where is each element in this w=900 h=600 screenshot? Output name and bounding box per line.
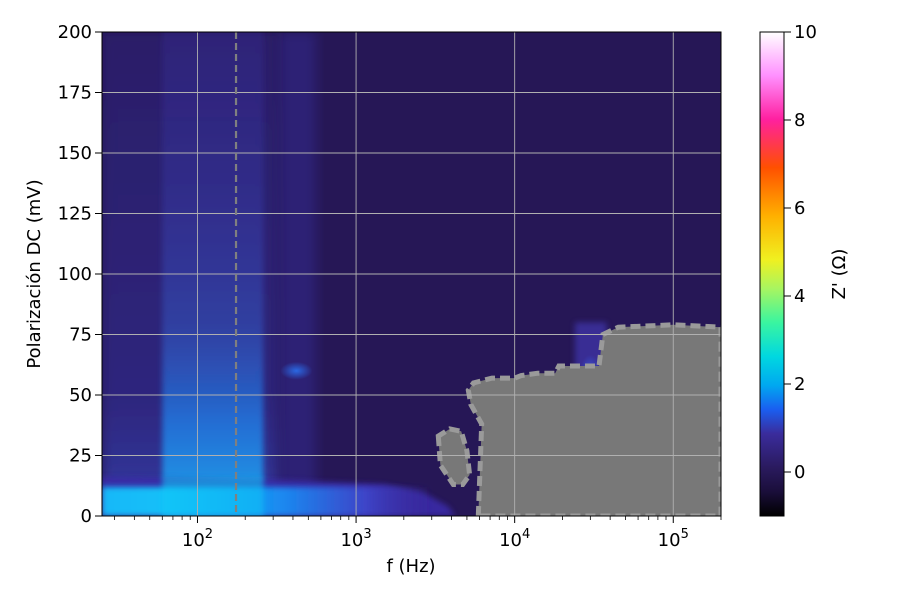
y-tick-label: 0 [81,506,92,527]
y-tick-label: 25 [69,446,92,467]
x-tick-label: 105 [658,527,689,551]
masked-island [435,426,473,487]
grid-lines [102,32,721,516]
heatmap-spot-420hz [280,361,313,380]
colorbar: 0 2 4 6 8 10 Z' (Ω) [759,22,850,517]
colorbar-tick-label: 2 [794,374,805,395]
colorbar-ticks: 0 2 4 6 8 10 [784,22,817,483]
masked-region [465,322,721,516]
colorbar-tick-label: 8 [794,110,805,131]
colorbar-tick-label: 4 [794,286,805,307]
y-axis: 0 25 50 75 100 125 150 175 200 [58,22,102,527]
y-tick-label: 125 [58,204,92,225]
x-tick-label: 102 [182,527,213,551]
colorbar-tick-label: 0 [794,462,805,483]
x-tick-label: 104 [499,527,530,551]
heatmap-low-band [102,486,432,516]
y-tick-label: 150 [58,143,92,164]
plot-area [102,32,721,516]
y-axis-label: Polarización DC (mV) [24,179,45,368]
y-tick-label: 100 [58,264,92,285]
y-tick-label: 50 [69,385,92,406]
x-tick-label: 103 [340,527,371,551]
y-tick-label: 75 [69,325,92,346]
x-axis: 102 103 104 105 [114,516,722,551]
y-tick-label: 200 [58,22,92,43]
colorbar-tick-label: 10 [794,22,817,43]
colorbar-scale [759,31,785,517]
y-tick-label: 175 [58,83,92,104]
colorbar-tick-label: 6 [794,198,805,219]
heatmap-hotspot [162,477,264,516]
x-axis-label: f (Hz) [386,556,435,577]
colorbar-label: Z' (Ω) [829,249,850,300]
